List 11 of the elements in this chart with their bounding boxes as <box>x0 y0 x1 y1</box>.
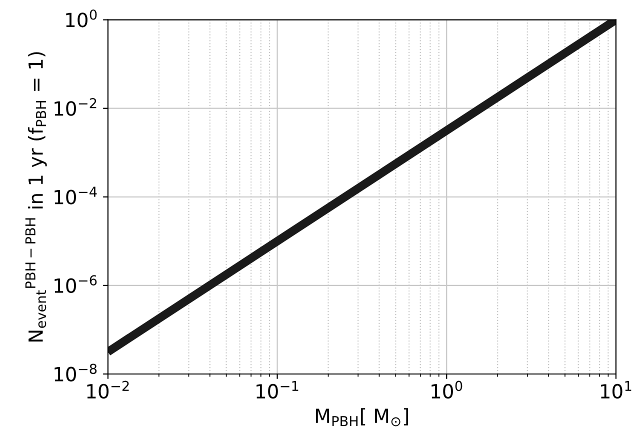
y-axis-title: N$_{event}$$^{PBH−PBH}$ in 1 yr (f$_{PBH}$ = 1) <box>25 52 47 342</box>
y-tick-label: 10$^{−6}$ <box>54 275 97 293</box>
x-tick-label: 10$^{−2}$ <box>87 380 129 399</box>
y-tick-label: 10$^{−4}$ <box>54 186 97 204</box>
x-axis-title: M$_{PBH}$[ M$_{⊙}$] <box>316 408 408 426</box>
y-tick-label: 10$^{−8}$ <box>54 364 97 382</box>
x-tick-label: 10$^{0}$ <box>432 380 462 399</box>
x-tick-label: 10$^{−1}$ <box>256 380 298 399</box>
y-tick-label: 10$^{0}$ <box>66 9 97 28</box>
y-tick-label: 10$^{−2}$ <box>54 98 96 116</box>
x-tick-label: 10$^{1}$ <box>600 380 632 399</box>
